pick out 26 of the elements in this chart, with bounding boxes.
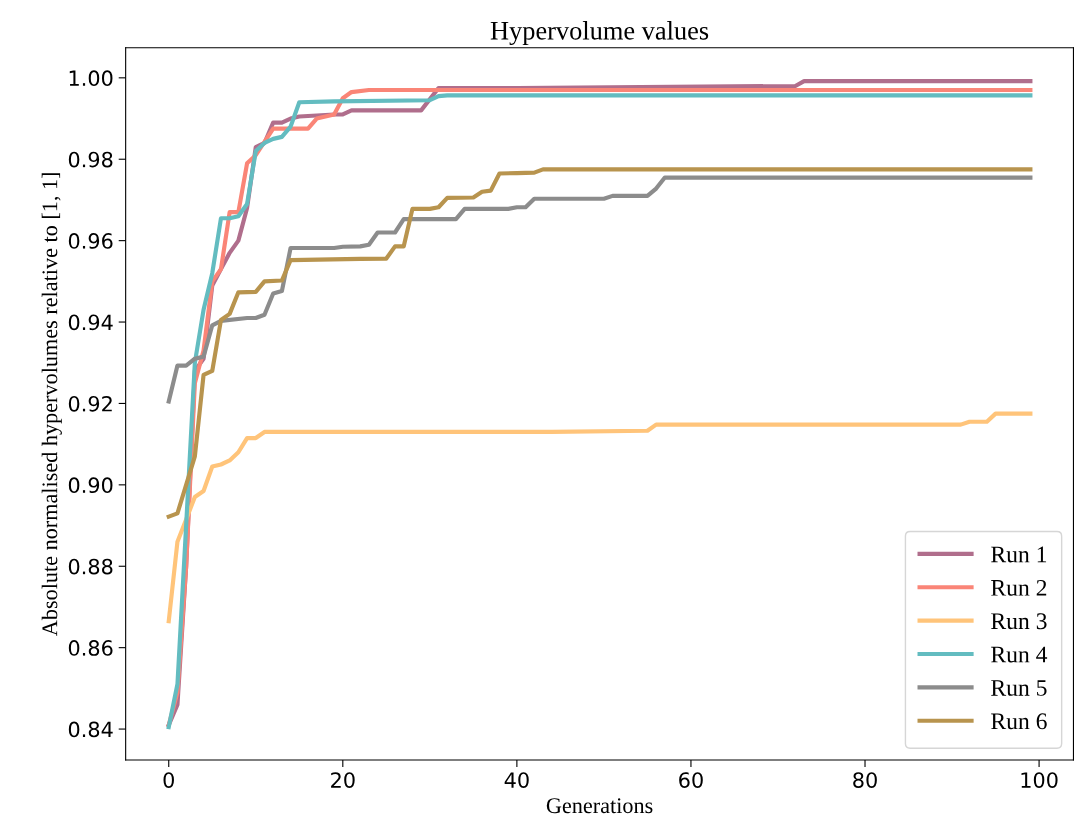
y-tick-label: 1.00 bbox=[69, 70, 113, 87]
legend-label: Run 5 bbox=[991, 680, 1047, 696]
y-tick-label: 0.84 bbox=[68, 721, 113, 738]
line-series bbox=[166, 167, 1033, 519]
x-axis-title: Generations bbox=[546, 798, 653, 814]
y-tick-label: 0.96 bbox=[68, 233, 113, 249]
y-tick-label: 0.92 bbox=[68, 395, 112, 412]
x-tick-label: 40 bbox=[504, 772, 529, 788]
y-tick-label: 0.90 bbox=[68, 477, 113, 494]
y-tick-label: 0.86 bbox=[68, 640, 113, 656]
x-tick-label: 80 bbox=[853, 772, 877, 788]
x-tick-label: 60 bbox=[679, 772, 703, 788]
chart-title: Hypervolume values bbox=[490, 21, 709, 46]
y-axis-title: Absolute normalised hypervolumes relative to [1, 1] bbox=[41, 173, 62, 636]
legend-label: Run 3 bbox=[991, 613, 1047, 630]
x-tick-label: 0 bbox=[163, 772, 174, 788]
x-tick-label: 20 bbox=[331, 772, 355, 788]
y-tick-label: 0.94 bbox=[68, 314, 113, 331]
y-tick-label: 0.88 bbox=[68, 558, 113, 575]
y-tick-label: 0.98 bbox=[68, 151, 113, 168]
line-series bbox=[166, 175, 1033, 404]
x-tick-label: 100 bbox=[1021, 772, 1058, 788]
legend-label: Run 2 bbox=[991, 579, 1047, 596]
legend-label: Run 1 bbox=[991, 546, 1047, 563]
legend-label: Run 6 bbox=[991, 713, 1047, 730]
legend-label: Run 4 bbox=[991, 646, 1048, 663]
